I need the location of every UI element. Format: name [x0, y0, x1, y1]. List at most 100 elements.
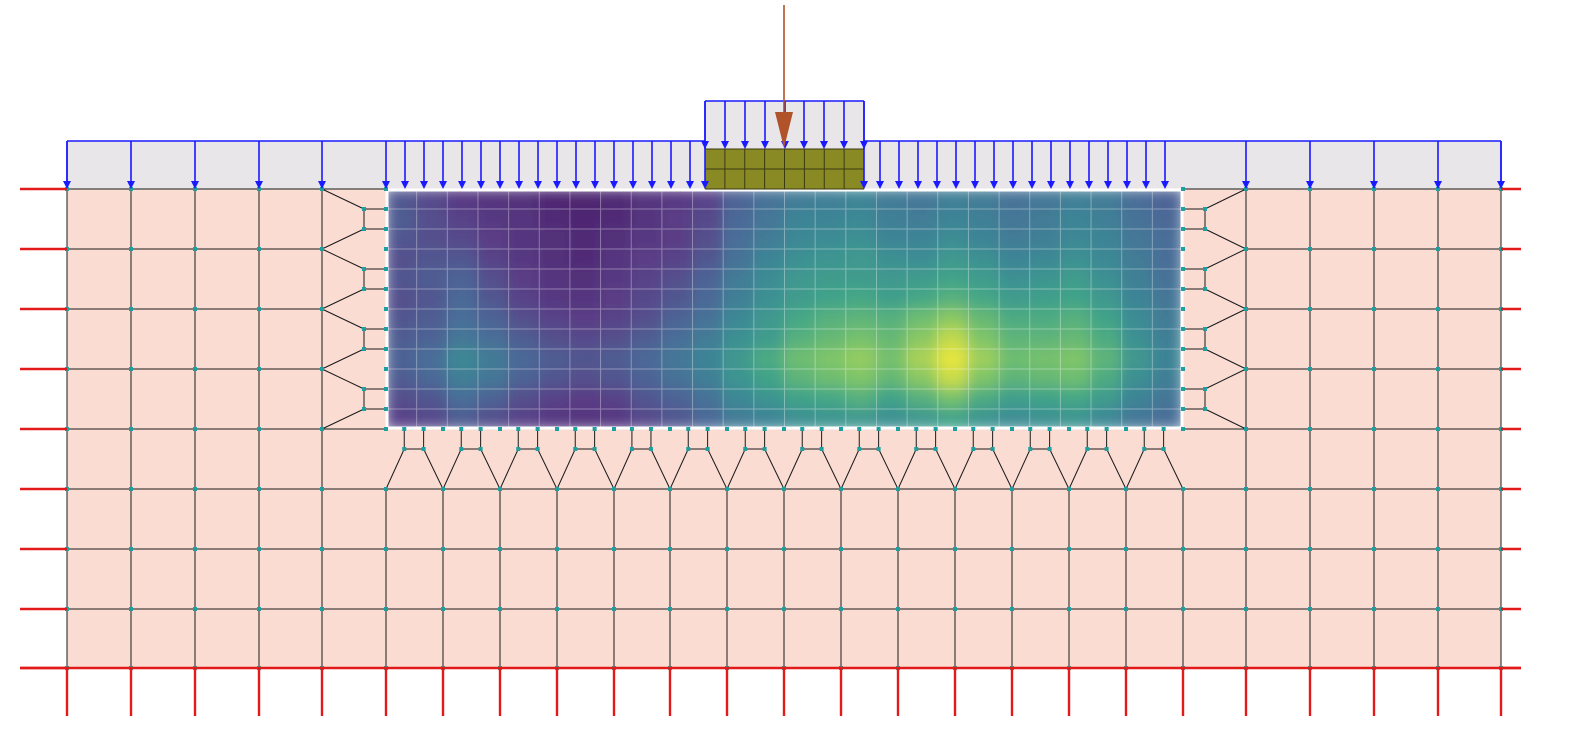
mesh-edge: [935, 448, 956, 490]
contour-cell: [691, 268, 725, 290]
contour-cell: [507, 268, 541, 290]
load-arrow-head: [860, 181, 868, 189]
contour-cell: [630, 248, 663, 270]
mesh-node: [668, 427, 672, 431]
mesh-node: [516, 427, 521, 431]
load-arrow-head: [933, 181, 941, 189]
mesh-node: [1181, 307, 1185, 311]
mesh-node: [1181, 367, 1185, 371]
contour-cell: [844, 348, 878, 370]
contour-cell: [1120, 268, 1154, 290]
load-arrow-head: [63, 181, 71, 189]
contour-cell: [386, 308, 418, 330]
mesh-node: [384, 207, 388, 211]
contour-cell: [875, 288, 909, 310]
mesh-node: [1244, 487, 1248, 491]
contour-cell: [568, 228, 602, 250]
load-arrow-head: [820, 141, 828, 149]
contour-cell: [660, 388, 694, 410]
contour-cell: [844, 308, 878, 330]
contour-cell: [967, 208, 1001, 230]
load-arrow-head: [629, 181, 637, 189]
mesh-node: [1181, 207, 1185, 211]
mesh-edge: [537, 448, 558, 490]
mesh-node: [1104, 427, 1109, 431]
contour-cell: [967, 328, 1001, 350]
mesh-node: [1161, 447, 1166, 451]
contour-cell: [906, 388, 939, 410]
mesh-node: [384, 367, 388, 371]
load-arrow-head: [952, 181, 960, 189]
contour-cell: [476, 328, 510, 350]
contour-cell: [998, 408, 1031, 429]
contour-cell: [936, 388, 970, 410]
mesh-node: [876, 427, 881, 431]
mesh-node: [1181, 487, 1185, 491]
contour-cell: [936, 189, 970, 210]
mesh-node: [1203, 207, 1207, 211]
mesh-node: [384, 347, 388, 351]
mesh-node: [1308, 367, 1312, 371]
contour-cell: [386, 368, 418, 390]
contour-cell: [415, 208, 449, 230]
mesh-node: [257, 367, 261, 371]
mesh-node: [384, 427, 388, 431]
contour-cell: [967, 368, 1001, 390]
contour-cell: [998, 189, 1031, 210]
contour-cell: [967, 348, 1001, 370]
contour-cell: [1090, 189, 1123, 210]
contour-cell: [691, 388, 725, 410]
mesh-node: [1436, 247, 1440, 251]
mesh-node: [384, 487, 388, 491]
contour-cell: [814, 228, 847, 250]
mesh-node: [441, 487, 445, 491]
mesh-node: [573, 447, 578, 451]
contour-cell: [386, 228, 418, 250]
contour-cell: [998, 268, 1031, 290]
contour-cell: [844, 189, 878, 210]
contour-cell: [1151, 408, 1183, 429]
mesh-node: [402, 447, 407, 451]
contour-cell: [507, 208, 541, 230]
contour-cell: [691, 348, 725, 370]
mesh-node: [362, 207, 366, 211]
contour-cell: [599, 189, 633, 210]
contour-cell: [1120, 189, 1154, 210]
contour-cell: [568, 248, 602, 270]
contour-cell: [814, 388, 847, 410]
contour-cell: [783, 268, 817, 290]
mesh-edge: [321, 248, 365, 270]
load-arrow-head: [721, 141, 729, 149]
contour-cell: [476, 408, 510, 429]
contour-cell: [967, 308, 1001, 330]
contour-cell: [936, 308, 970, 330]
mesh-node: [1067, 427, 1071, 431]
contour-cell: [599, 328, 633, 350]
contour-cell: [386, 288, 418, 310]
load-arrow-head: [534, 181, 542, 189]
contour-cell: [783, 368, 817, 390]
load-arrow-head: [914, 181, 922, 189]
mesh-node: [498, 607, 502, 611]
contour-cell: [599, 308, 633, 330]
contour-cell: [752, 328, 786, 350]
load-arrow-head: [477, 181, 485, 189]
mesh-node: [384, 327, 388, 331]
mesh-node: [686, 427, 691, 431]
contour-cell: [386, 268, 418, 290]
mesh-node: [782, 427, 786, 431]
contour-cell: [752, 189, 786, 210]
contour-cell: [507, 368, 541, 390]
mesh-node: [1124, 487, 1128, 491]
contour-cell: [936, 368, 970, 390]
load-arrow-head: [1142, 181, 1150, 189]
mesh-node: [421, 427, 426, 431]
contour-cell: [476, 208, 510, 230]
point-load[interactable]: [775, 5, 793, 148]
mesh-node: [129, 247, 133, 251]
mesh-node: [320, 487, 324, 491]
contour-cell: [814, 288, 847, 310]
load-arrow-head: [1123, 181, 1131, 189]
contour-cell: [906, 328, 939, 350]
